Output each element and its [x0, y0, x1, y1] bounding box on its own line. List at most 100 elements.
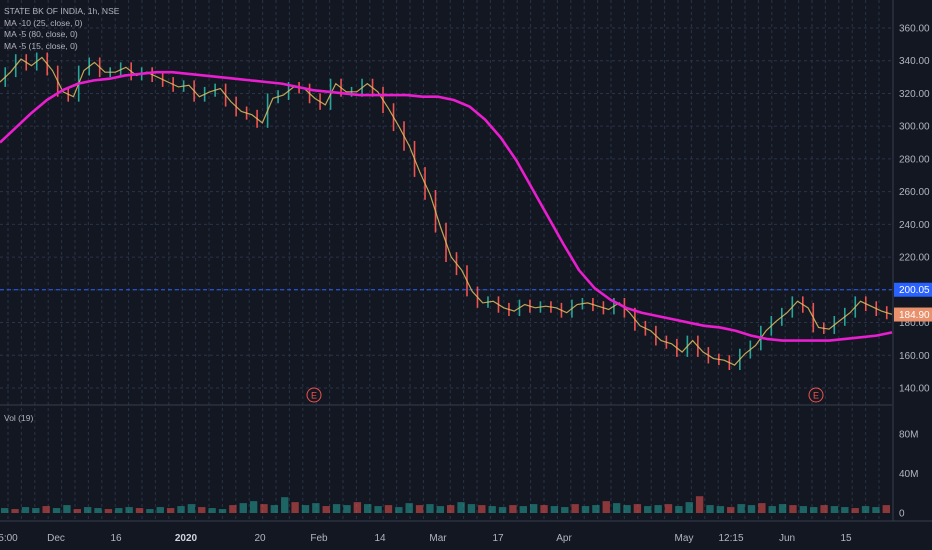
volume-bar — [706, 505, 714, 513]
volume-bar — [312, 503, 320, 513]
volume-bar — [664, 504, 673, 513]
volume-bar — [851, 508, 859, 513]
volume-bar — [644, 506, 652, 513]
volume-bar — [820, 505, 828, 513]
volume-bar — [11, 509, 19, 513]
volume-bar — [94, 508, 102, 513]
earnings-event-marker: E — [808, 387, 824, 403]
volume-bar — [239, 503, 247, 513]
volume-bar — [716, 506, 725, 513]
price-level-tag-text: 200.05 — [899, 285, 930, 296]
legend-ma-25: MA -10 (25, close, 0) — [4, 17, 83, 28]
x-tick-label: 17 — [492, 533, 504, 544]
y-axis: 360.00 340.00 320.00 300.00 280.00 260.00 240.… — [899, 24, 930, 520]
volume-bar — [498, 507, 507, 513]
x-tick-label: Feb — [310, 533, 328, 544]
volume-bar — [115, 508, 123, 513]
x-tick-label: Dec — [47, 533, 65, 544]
x-tick-label: 5:00 — [0, 533, 18, 544]
volume-bar — [63, 505, 71, 513]
volume-bar — [229, 505, 237, 513]
volume-bar — [322, 506, 330, 513]
volume-bar — [52, 508, 61, 513]
chart-legend: STATE BK OF INDIA, 1h, NSE MA -10 (25, c… — [4, 6, 119, 52]
y-tick-label: 300.00 — [899, 122, 930, 133]
volume-bar — [768, 506, 776, 513]
last-price-tag-bg — [894, 307, 932, 322]
volume-bar — [384, 505, 393, 513]
volume-bar — [415, 505, 424, 513]
volume-bar — [457, 502, 465, 513]
earnings-event-circle — [808, 387, 824, 403]
volume-bar — [426, 504, 434, 513]
volume-bar — [540, 505, 548, 513]
volume-bar — [623, 505, 631, 513]
legend-ma-15: MA -5 (15, close, 0) — [4, 40, 78, 51]
y-tick-label: 240.00 — [899, 220, 930, 231]
volume-bar — [291, 502, 299, 513]
volume-bar — [478, 505, 486, 513]
volume-bar — [436, 506, 444, 513]
volume-bar — [447, 505, 455, 513]
y-tick-label: 180.00 — [899, 318, 930, 329]
volume-bar — [561, 507, 569, 513]
volume-bar — [177, 506, 185, 513]
volume-bar — [83, 507, 92, 513]
volume-bar — [612, 503, 621, 513]
volume-bar — [861, 506, 870, 513]
volume-bar — [695, 496, 704, 513]
volume-bar — [156, 507, 164, 513]
volume-bar — [519, 506, 527, 513]
volume-bar — [405, 503, 413, 513]
y-tick-label: 140.00 — [899, 384, 930, 395]
x-tick-label: 20 — [254, 533, 266, 544]
volume-bar — [32, 508, 40, 513]
volume-bar — [135, 508, 144, 513]
volume-bar — [104, 509, 113, 513]
x-tick-label: 16 — [110, 533, 122, 544]
volume-bars — [1, 496, 890, 513]
volume-bar — [301, 505, 310, 513]
y-tick-label: 260.00 — [899, 187, 930, 198]
volume-bar — [353, 502, 362, 513]
x-tick-label: Apr — [556, 533, 572, 544]
volume-bar — [872, 507, 880, 513]
volume-bar — [789, 505, 797, 513]
y-tick-label: 320.00 — [899, 89, 930, 100]
volume-bar — [281, 497, 289, 513]
x-axis: 5:00 Dec 16 2020 20 Feb 14 Mar 17 Apr May 12:15 Jun 1… — [0, 533, 852, 544]
volume-bar — [509, 505, 517, 513]
price-level-tag: 200.05 — [894, 282, 932, 297]
volume-bar — [198, 507, 206, 513]
earnings-event-marker: E — [306, 387, 322, 403]
volume-bar — [73, 509, 81, 513]
volume-bar — [146, 509, 154, 513]
volume-bar — [602, 501, 610, 513]
volume-bar — [882, 505, 890, 513]
volume-bar — [187, 504, 196, 513]
x-tick-label: 15 — [840, 533, 852, 544]
volume-bar — [581, 506, 590, 513]
price-level-tag-bg — [894, 282, 932, 297]
earnings-event-circle — [306, 387, 322, 403]
volume-bar — [208, 508, 216, 513]
volume-bar — [727, 507, 735, 513]
x-tick-label: May — [675, 533, 694, 544]
volume-tick-label: 80M — [899, 430, 918, 441]
volume-bar — [592, 505, 600, 513]
volume-bar — [1, 508, 9, 513]
volume-bar — [42, 506, 50, 513]
x-tick-label: 14 — [374, 533, 386, 544]
y-tick-label: 280.00 — [899, 154, 930, 165]
volume-bar — [125, 507, 133, 513]
volume-bar — [332, 504, 341, 513]
volume-bar — [830, 506, 839, 513]
volume-bar — [395, 507, 403, 513]
legend-ma-80: MA -5 (80, close, 0) — [4, 29, 78, 39]
volume-bar — [364, 504, 372, 513]
volume-bar — [841, 507, 849, 513]
volume-bar — [529, 504, 538, 513]
volume-bar — [270, 505, 279, 513]
volume-bar — [654, 505, 662, 513]
